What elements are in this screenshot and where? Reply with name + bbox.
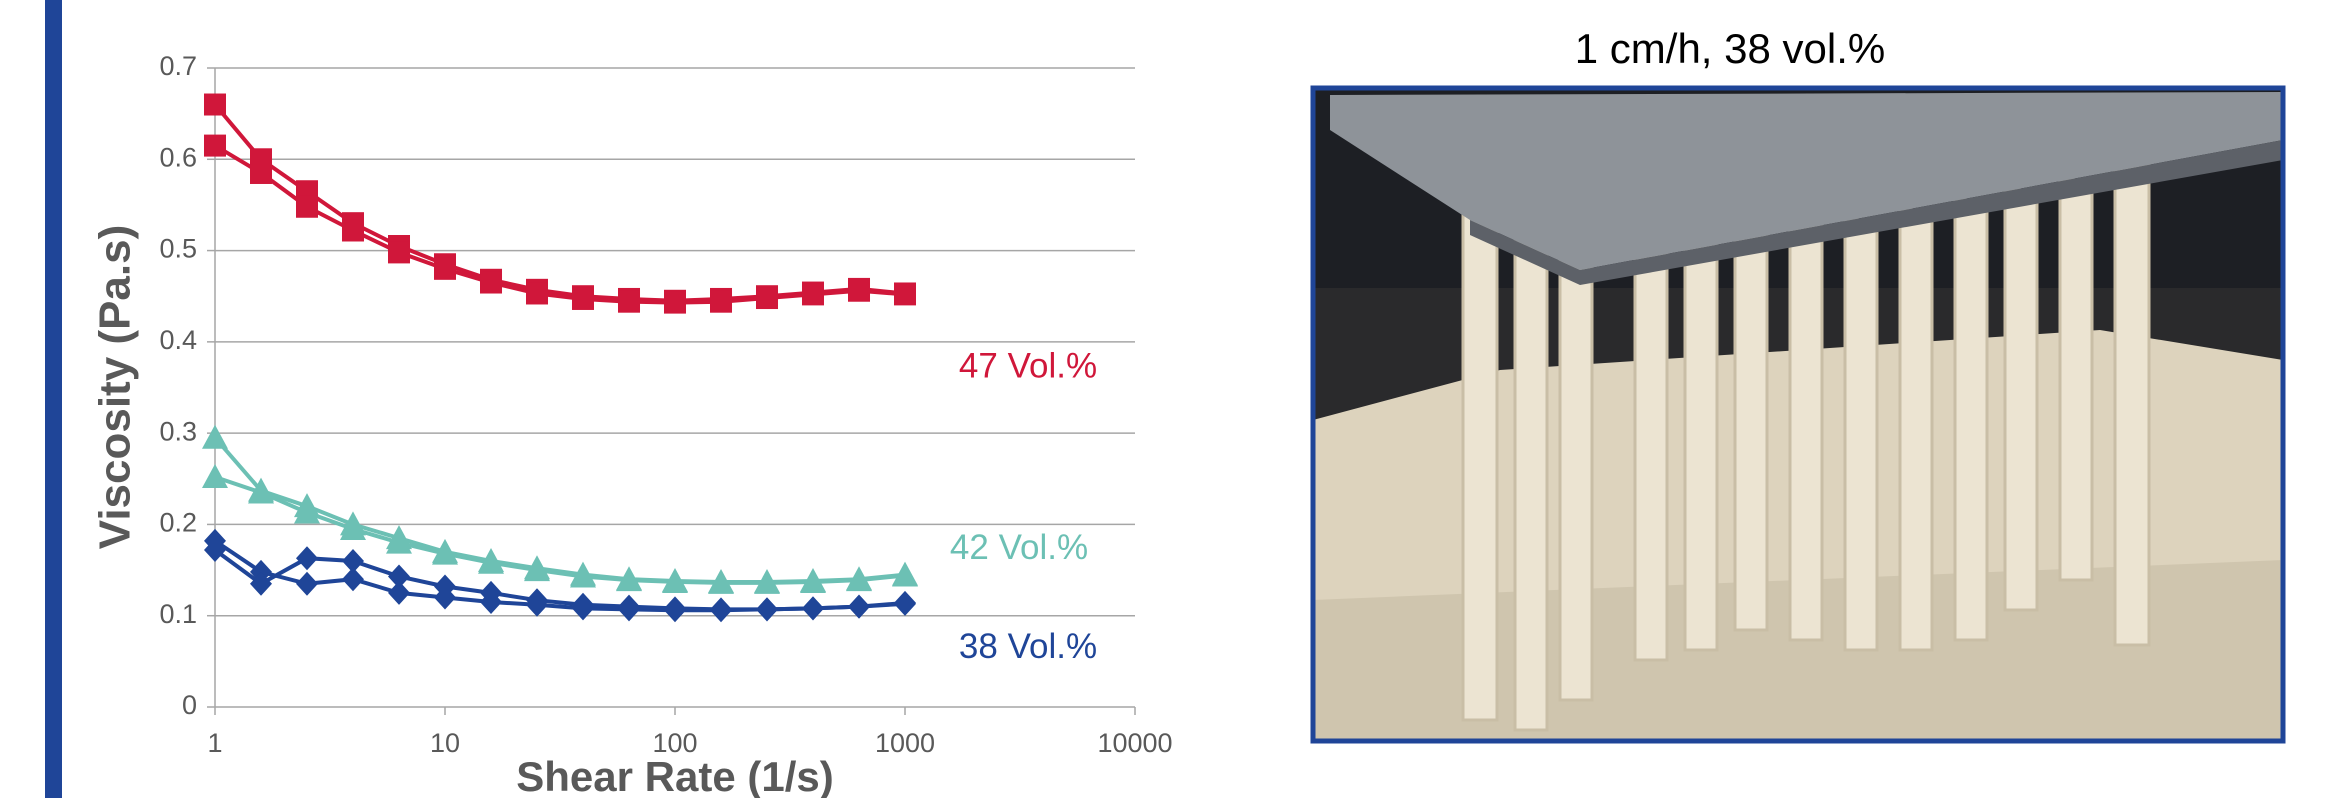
data-point <box>664 596 686 620</box>
data-point <box>342 549 364 573</box>
series-label: 47 Vol.% <box>959 347 1097 386</box>
series-line <box>215 105 905 301</box>
x-tick-label: 1 <box>207 728 222 758</box>
data-point <box>756 597 778 621</box>
data-point <box>480 272 502 294</box>
data-point <box>434 258 456 280</box>
x-tick-label: 100 <box>652 728 697 758</box>
y-tick-label: 0.6 <box>159 142 197 172</box>
data-point <box>202 425 228 449</box>
page: 1 cm/h, 38 vol.% Viscosity (Pa.s) Shear … <box>0 0 2329 798</box>
y-tick-label: 0.1 <box>159 599 197 629</box>
data-point <box>572 288 594 310</box>
data-point <box>296 546 318 570</box>
x-axis-label: Shear Rate (1/s) <box>516 753 833 798</box>
x-tick-label: 10000 <box>1097 728 1172 758</box>
y-tick-label: 0.3 <box>159 416 197 446</box>
series-line <box>215 477 905 583</box>
data-point <box>618 291 640 313</box>
data-point <box>204 135 226 157</box>
data-point <box>342 219 364 241</box>
side-bar <box>45 0 62 798</box>
y-tick-label: 0.7 <box>159 51 197 81</box>
data-point <box>572 593 594 617</box>
y-tick-label: 0 <box>182 690 197 720</box>
y-axis-label: Viscosity (Pa.s) <box>91 225 140 549</box>
series-label: 38 Vol.% <box>959 627 1097 666</box>
data-point <box>756 287 778 309</box>
series-line <box>215 541 905 610</box>
data-point <box>848 280 870 302</box>
data-point <box>526 588 548 612</box>
photo-caption: 1 cm/h, 38 vol.% <box>1575 25 1885 72</box>
slide: 1 cm/h, 38 vol.% Viscosity (Pa.s) Shear … <box>0 0 2329 798</box>
data-point <box>526 282 548 304</box>
y-tick-label: 0.5 <box>159 234 197 264</box>
data-point <box>388 241 410 263</box>
y-tick-label: 0.4 <box>159 325 197 355</box>
data-point <box>894 283 916 305</box>
data-point <box>664 292 686 314</box>
data-point <box>802 596 824 620</box>
data-point <box>388 564 410 588</box>
data-point <box>802 283 824 305</box>
data-point <box>296 572 318 596</box>
data-point <box>250 162 272 184</box>
y-tick-label: 0.2 <box>159 508 197 538</box>
series-label: 42 Vol.% <box>950 528 1088 567</box>
data-point <box>296 196 318 218</box>
x-tick-label: 10 <box>430 728 460 758</box>
series-line <box>215 146 905 303</box>
data-point <box>204 94 226 116</box>
photo <box>1313 88 2283 741</box>
data-point <box>710 291 732 313</box>
data-point <box>710 597 732 621</box>
data-point <box>202 464 228 488</box>
data-point <box>894 591 916 615</box>
x-tick-label: 1000 <box>875 728 935 758</box>
